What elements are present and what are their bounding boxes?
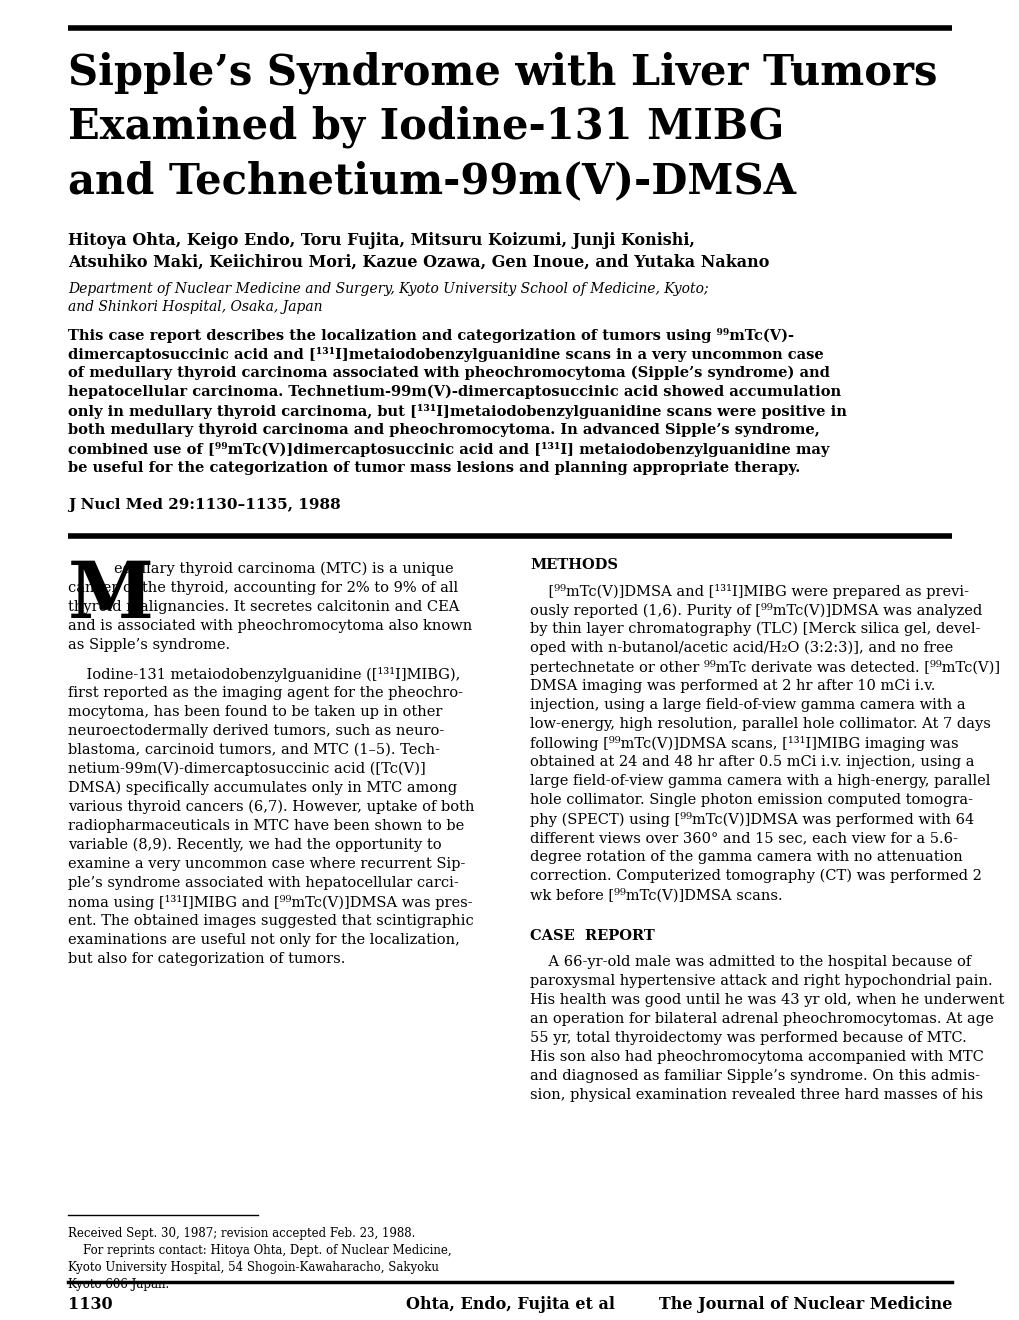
Text: Examined by Iodine-131 MIBG: Examined by Iodine-131 MIBG [68,106,784,149]
Text: degree rotation of the gamma camera with no attenuation: degree rotation of the gamma camera with… [530,850,962,865]
Text: obtained at 24 and 48 hr after 0.5 mCi i.v. injection, using a: obtained at 24 and 48 hr after 0.5 mCi i… [530,755,973,770]
Text: J Nucl Med 29:1130–1135, 1988: J Nucl Med 29:1130–1135, 1988 [68,498,340,512]
Text: variable (8,9). Recently, we had the opportunity to: variable (8,9). Recently, we had the opp… [68,838,441,853]
Text: dimercaptosuccinic acid and [¹³¹I]metaiodobenzylguanidine scans in a very uncomm: dimercaptosuccinic acid and [¹³¹I]metaio… [68,347,823,362]
Text: following [⁹⁹mTc(V)]DMSA scans, [¹³¹I]MIBG imaging was: following [⁹⁹mTc(V)]DMSA scans, [¹³¹I]MI… [530,737,958,751]
Text: Hitoya Ohta, Keigo Endo, Toru Fujita, Mitsuru Koizumi, Junji Konishi,: Hitoya Ohta, Keigo Endo, Toru Fujita, Mi… [68,232,694,249]
Text: pertechnetate or other ⁹⁹mTc derivate was detected. [⁹⁹mTc(V)]: pertechnetate or other ⁹⁹mTc derivate wa… [530,660,1000,675]
Text: Ohta, Endo, Fujita et al: Ohta, Endo, Fujita et al [406,1296,613,1313]
Text: thyroid malignancies. It secretes calcitonin and CEA: thyroid malignancies. It secretes calcit… [68,601,459,614]
Text: and diagnosed as familiar Sipple’s syndrome. On this admis-: and diagnosed as familiar Sipple’s syndr… [530,1069,979,1082]
Text: but also for categorization of tumors.: but also for categorization of tumors. [68,952,345,966]
Text: hole collimator. Single photon emission computed tomogra-: hole collimator. Single photon emission … [530,793,972,807]
Text: [⁹⁹mTc(V)]DMSA and [¹³¹I]MIBG were prepared as previ-: [⁹⁹mTc(V)]DMSA and [¹³¹I]MIBG were prepa… [530,583,968,599]
Text: be useful for the categorization of tumor mass lesions and planning appropriate : be useful for the categorization of tumo… [68,461,800,475]
Text: examinations are useful not only for the localization,: examinations are useful not only for the… [68,933,460,946]
Text: cancer of the thyroid, accounting for 2% to 9% of all: cancer of the thyroid, accounting for 2%… [68,581,458,595]
Text: various thyroid cancers (6,7). However, uptake of both: various thyroid cancers (6,7). However, … [68,800,474,814]
Text: His health was good until he was 43 yr old, when he underwent: His health was good until he was 43 yr o… [530,993,1004,1007]
Text: oped with n-butanol/acetic acid/H₂O (3:2:3)], and no free: oped with n-butanol/acetic acid/H₂O (3:2… [530,642,953,656]
Text: large field-of-view gamma camera with a high-energy, parallel: large field-of-view gamma camera with a … [530,774,989,788]
Text: and Shinkori Hospital, Osaka, Japan: and Shinkori Hospital, Osaka, Japan [68,300,322,314]
Text: different views over 360° and 15 sec, each view for a 5.6-: different views over 360° and 15 sec, ea… [530,832,957,845]
Text: ously reported (1,6). Purity of [⁹⁹mTc(V)]DMSA was analyzed: ously reported (1,6). Purity of [⁹⁹mTc(V… [530,603,981,618]
Text: low-energy, high resolution, parallel hole collimator. At 7 days: low-energy, high resolution, parallel ho… [530,717,989,731]
Text: injection, using a large field-of-view gamma camera with a: injection, using a large field-of-view g… [530,698,965,711]
Text: This case report describes the localization and categorization of tumors using ⁹: This case report describes the localizat… [68,327,793,343]
Text: edullary thyroid carcinoma (MTC) is a unique: edullary thyroid carcinoma (MTC) is a un… [114,562,453,577]
Text: ple’s syndrome associated with hepatocellular carci-: ple’s syndrome associated with hepatocel… [68,876,459,890]
Text: For reprints contact: Hitoya Ohta, Dept. of Nuclear Medicine,: For reprints contact: Hitoya Ohta, Dept.… [68,1243,451,1257]
Text: netium-99m(V)-dimercaptosuccinic acid ([Tc(V)]: netium-99m(V)-dimercaptosuccinic acid ([… [68,762,425,776]
Text: first reported as the imaging agent for the pheochro-: first reported as the imaging agent for … [68,686,463,700]
Text: both medullary thyroid carcinoma and pheochromocytoma. In advanced Sipple’s synd: both medullary thyroid carcinoma and phe… [68,422,819,437]
Text: CASE  REPORT: CASE REPORT [530,929,654,942]
Text: DMSA imaging was performed at 2 hr after 10 mCi i.v.: DMSA imaging was performed at 2 hr after… [530,678,934,693]
Text: as Sipple’s syndrome.: as Sipple’s syndrome. [68,638,230,652]
Text: 1130: 1130 [68,1296,112,1313]
Text: Department of Nuclear Medicine and Surgery, Kyoto University School of Medicine,: Department of Nuclear Medicine and Surge… [68,282,708,296]
Text: METHODS: METHODS [530,558,618,572]
Text: Iodine-131 metaiodobenzylguanidine ([¹³¹I]MIBG),: Iodine-131 metaiodobenzylguanidine ([¹³¹… [68,667,460,682]
Text: and is associated with pheochromocytoma also known: and is associated with pheochromocytoma … [68,619,472,634]
Text: Atsuhiko Maki, Keiichirou Mori, Kazue Ozawa, Gen Inoue, and Yutaka Nakano: Atsuhiko Maki, Keiichirou Mori, Kazue Oz… [68,253,768,271]
Text: ent. The obtained images suggested that scintigraphic: ent. The obtained images suggested that … [68,913,473,928]
Text: noma using [¹³¹I]MIBG and [⁹⁹mTc(V)]DMSA was pres-: noma using [¹³¹I]MIBG and [⁹⁹mTc(V)]DMSA… [68,895,472,909]
Text: wk before [⁹⁹mTc(V)]DMSA scans.: wk before [⁹⁹mTc(V)]DMSA scans. [530,888,782,903]
Text: of medullary thyroid carcinoma associated with pheochromocytoma (Sipple’s syndro: of medullary thyroid carcinoma associate… [68,366,829,380]
Text: examine a very uncommon case where recurrent Sip-: examine a very uncommon case where recur… [68,857,465,871]
Text: Kyoto 606 Japan.: Kyoto 606 Japan. [68,1278,169,1291]
Text: The Journal of Nuclear Medicine: The Journal of Nuclear Medicine [658,1296,951,1313]
Text: 55 yr, total thyroidectomy was performed because of MTC.: 55 yr, total thyroidectomy was performed… [530,1031,966,1045]
Text: Sipple’s Syndrome with Liver Tumors: Sipple’s Syndrome with Liver Tumors [68,51,936,95]
Text: DMSA) specifically accumulates only in MTC among: DMSA) specifically accumulates only in M… [68,781,457,796]
Text: by thin layer chromatography (TLC) [Merck silica gel, devel-: by thin layer chromatography (TLC) [Merc… [530,622,979,636]
Text: only in medullary thyroid carcinoma, but [¹³¹I]metaiodobenzylguanidine scans wer: only in medullary thyroid carcinoma, but… [68,404,846,418]
Text: blastoma, carcinoid tumors, and MTC (1–5). Tech-: blastoma, carcinoid tumors, and MTC (1–5… [68,743,439,756]
Text: Kyoto University Hospital, 54 Shogoin-Kawaharacho, Sakyoku: Kyoto University Hospital, 54 Shogoin-Ka… [68,1261,438,1274]
Text: and Technetium-99m(V)-DMSA: and Technetium-99m(V)-DMSA [68,160,795,202]
Text: radiopharmaceuticals in MTC have been shown to be: radiopharmaceuticals in MTC have been sh… [68,818,464,833]
Text: an operation for bilateral adrenal pheochromocytomas. At age: an operation for bilateral adrenal pheoc… [530,1012,993,1026]
Text: paroxysmal hypertensive attack and right hypochondrial pain.: paroxysmal hypertensive attack and right… [530,974,991,987]
Text: correction. Computerized tomography (CT) was performed 2: correction. Computerized tomography (CT)… [530,869,981,883]
Text: Received Sept. 30, 1987; revision accepted Feb. 23, 1988.: Received Sept. 30, 1987; revision accept… [68,1228,415,1239]
Text: M: M [68,558,154,634]
Text: sion, physical examination revealed three hard masses of his: sion, physical examination revealed thre… [530,1088,982,1102]
Text: neuroectodermally derived tumors, such as neuro-: neuroectodermally derived tumors, such a… [68,723,444,738]
Text: combined use of [⁹⁹mTc(V)]dimercaptosuccinic acid and [¹³¹I] metaiodobenzylguani: combined use of [⁹⁹mTc(V)]dimercaptosucc… [68,442,828,457]
Text: hepatocellular carcinoma. Technetium-99m(V)-dimercaptosuccinic acid showed accum: hepatocellular carcinoma. Technetium-99m… [68,385,841,400]
Text: mocytoma, has been found to be taken up in other: mocytoma, has been found to be taken up … [68,705,442,719]
Text: phy (SPECT) using [⁹⁹mTc(V)]DMSA was performed with 64: phy (SPECT) using [⁹⁹mTc(V)]DMSA was per… [530,812,973,828]
Text: A 66-yr-old male was admitted to the hospital because of: A 66-yr-old male was admitted to the hos… [530,954,970,969]
Text: His son also had pheochromocytoma accompanied with MTC: His son also had pheochromocytoma accomp… [530,1049,983,1064]
